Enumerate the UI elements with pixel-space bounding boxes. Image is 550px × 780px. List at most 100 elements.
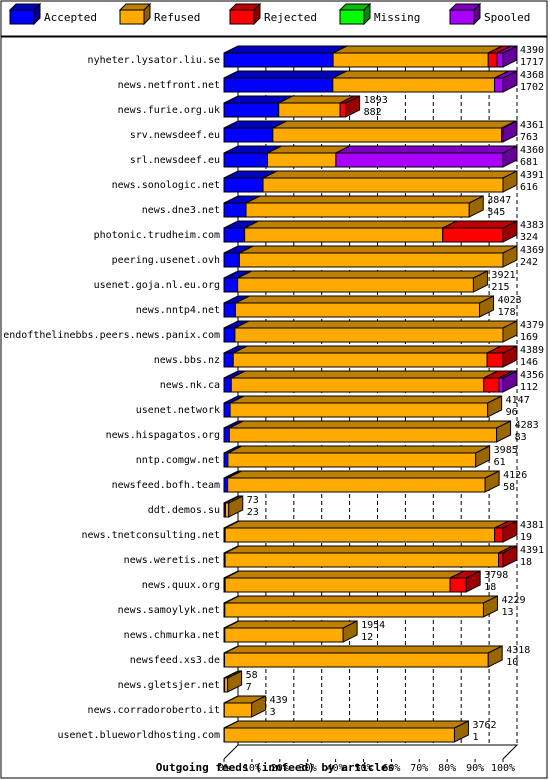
bar-news-samoylyk-net: [223, 595, 498, 618]
bar-side: [502, 320, 518, 343]
offered-count: 4368: [520, 70, 544, 81]
offered-count: 1893: [364, 95, 388, 106]
bar-segment-top: [272, 120, 516, 129]
bar-segment-refused: [224, 527, 496, 543]
bar-news-sonologic-net: [223, 170, 518, 193]
bar-side: [482, 595, 498, 618]
bar-side: [502, 145, 518, 168]
legend: Accepted Refused Rejected Missing Spooled: [8, 2, 530, 26]
legend-swatch: [9, 9, 35, 25]
bar-segment-spooled: [498, 377, 504, 393]
offered-count: 4361: [520, 120, 544, 131]
bar-side: [251, 695, 267, 718]
row-label: usenet.goja.nl.eu.org: [94, 280, 220, 291]
bar-segment-top: [237, 270, 488, 279]
bar-segment-refused: [224, 602, 484, 618]
bar-segment-refused: [332, 77, 496, 93]
bar-side: [345, 95, 361, 118]
offered-count: 4381: [520, 520, 544, 531]
bar-segment-top: [234, 320, 518, 329]
row-label: photonic.trudheim.com: [94, 230, 220, 241]
legend-label: Missing: [374, 11, 420, 24]
bar-segment-refused: [224, 652, 489, 668]
offered-count: 3762: [472, 720, 496, 731]
bar-segment-top: [262, 170, 518, 179]
accepted-count: 96: [506, 407, 518, 418]
bar-newsfeed-xs3-de: [223, 645, 503, 668]
accepted-count: 12: [361, 632, 373, 643]
bar-segment-refused: [245, 202, 470, 218]
floor-edge: [223, 744, 519, 760]
bar-segment-accepted: [223, 377, 232, 393]
legend-label: Rejected: [264, 11, 317, 24]
bar-usenet-blueworldhosting-com: [223, 720, 469, 743]
bar-segment-top: [229, 420, 511, 429]
accepted-count: 169: [520, 332, 538, 343]
bar-segment-top: [227, 470, 500, 479]
bar-side: [479, 295, 495, 318]
chart-title: Outgoing feeds (innfeed) by articles: [156, 761, 394, 774]
accepted-count: 324: [520, 232, 538, 243]
bar-segment-rejected: [449, 577, 467, 593]
accepted-count: 763: [520, 132, 538, 143]
row-label: nyheter.lysator.liu.se: [88, 55, 220, 66]
accepted-count: 3: [270, 707, 276, 718]
bar-segment-refused: [278, 102, 341, 118]
bar-segment-accepted: [223, 427, 230, 443]
accepted-count: 882: [364, 107, 382, 118]
bars: [223, 45, 518, 743]
row-label: news.chmurka.net: [124, 630, 220, 641]
bar-segment-rejected: [339, 102, 347, 118]
bar-segment-top: [332, 45, 503, 54]
bar-segment-top: [224, 595, 498, 604]
bar-srv-newsdeef-eu: [223, 120, 518, 143]
bar-side: [472, 270, 488, 293]
row-label: news.hispagatos.org: [106, 430, 220, 441]
offered-count: 4126: [503, 470, 527, 481]
x-tick-label: 50%: [354, 763, 372, 774]
bar-segment-accepted: [223, 102, 280, 118]
offered-count: 4283: [515, 420, 539, 431]
accepted-count: 13: [501, 607, 513, 618]
offered-count: 4383: [520, 220, 544, 231]
accepted-count: 10: [506, 657, 518, 668]
bar-ddt-demos-su: [223, 495, 244, 518]
bar-news-netfront-net: [223, 70, 518, 93]
bar-side: [227, 670, 243, 693]
bar-segment-accepted: [223, 52, 334, 68]
legend-item-spooled: Spooled: [448, 2, 530, 26]
legend-item-refused: Refused: [118, 2, 200, 26]
bar-segment-accepted: [223, 202, 247, 218]
x-tick-label: 40%: [327, 763, 345, 774]
row-label: news.weretis.net: [124, 555, 220, 566]
offered-count: 4391: [520, 170, 544, 181]
row-label: newsfeed.xs3.de: [130, 655, 220, 666]
bar-side: [502, 70, 518, 93]
bar-segment-rejected: [498, 552, 504, 568]
bar-segment-refused: [234, 302, 481, 318]
accepted-count: 178: [498, 307, 516, 318]
bar-side: [487, 645, 503, 668]
bar-usenet-goja-nl-eu-org: [223, 270, 488, 293]
bar-side: [484, 470, 500, 493]
x-tick-label: 100%: [491, 763, 515, 774]
legend-item-missing: Missing: [338, 2, 420, 26]
accepted-count: 616: [520, 182, 538, 193]
bar-side: [502, 45, 518, 68]
bar-segment-refused: [332, 52, 489, 68]
bar-segment-rejected: [483, 377, 500, 393]
bar-segment-top: [332, 70, 509, 79]
row-label: peering.usenet.ovh: [112, 255, 220, 266]
bar-segment-top: [224, 570, 465, 579]
bar-news-tnetconsulting-net: [223, 520, 518, 543]
bar-side: [502, 520, 518, 543]
row-label: nntp.comgw.net: [136, 455, 220, 466]
bar-segment-refused: [244, 227, 444, 243]
offered-count: 4369: [520, 245, 544, 256]
x-tick-label: 70%: [410, 763, 428, 774]
bar-segment-refused: [237, 277, 474, 293]
x-tick-label: 80%: [438, 763, 456, 774]
bar-segment-top: [223, 45, 348, 54]
row-label: newsfeed.bofh.team: [112, 480, 220, 491]
